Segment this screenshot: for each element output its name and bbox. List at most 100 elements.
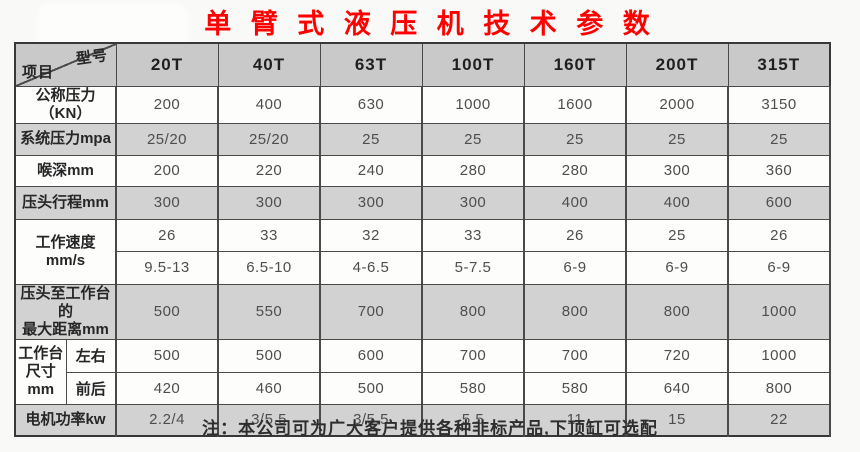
value-cell: 720 — [625, 338, 729, 373]
footnote: 注：本公司可为广大客户提供各种非标产品,下顶缸可选配 — [202, 419, 658, 438]
value-cell: 25 — [319, 122, 423, 156]
column-header: 40T — [217, 42, 321, 87]
value-cell: 500 — [115, 338, 219, 373]
row-label: 压头行程mm — [14, 185, 117, 220]
value-cell: 5-7.5 — [421, 250, 525, 285]
row-label-line: mm — [27, 380, 55, 398]
table-row: 压头行程mm 300 300 300 300 400 400 600 — [14, 185, 831, 220]
value-cell: 420 — [115, 371, 219, 405]
value-cell: 26 — [115, 218, 219, 252]
table-row: 工作速度 mm/s 26 33 32 33 26 25 26 — [14, 218, 831, 285]
table-header-row: 型号 项目 20T 40T 63T 100T 160T 200T 315T — [14, 42, 831, 87]
column-header: 200T — [625, 42, 729, 87]
row-label: 电机功率kw — [14, 403, 117, 437]
value-cell: 5.5 — [421, 403, 525, 437]
value-cell: 25/20 — [217, 122, 321, 156]
value-cell: 26 — [727, 218, 831, 252]
value-cell: 3150 — [727, 85, 831, 124]
row-label: 压头至工作台的 最大距离mm — [14, 283, 117, 340]
table-row: 工作台 尺寸 mm 左右 500 500 600 700 700 720 1000 — [14, 338, 831, 405]
value-cell: 550 — [217, 283, 321, 340]
value-cell: 1000 — [727, 283, 831, 340]
row-label: 公称压力（KN） — [14, 85, 117, 124]
value-cell: 6.5-10 — [217, 250, 321, 285]
value-cell: 1600 — [523, 85, 627, 124]
value-cell: 3/5.5 — [319, 403, 423, 437]
corner-label-model: 型号 — [75, 46, 110, 69]
value-cell: 15 — [625, 403, 729, 437]
row-label-line: 最大距离mm — [22, 320, 109, 338]
value-cell: 25 — [625, 122, 729, 156]
column-header: 20T — [115, 42, 219, 87]
value-cell: 400 — [217, 85, 321, 124]
row-sublabel: 前后 — [65, 371, 117, 405]
table-row: 9.5-13 6.5-10 4-6.5 5-7.5 6-9 6-9 6-9 — [15, 250, 831, 285]
table-row: 电机功率kw 2.2/4 3/5.5 3/5.5 5.5 11 15 22 — [14, 403, 831, 437]
row-label-line: mm/s — [45, 251, 86, 269]
value-cell: 360 — [727, 154, 831, 187]
column-header: 160T — [523, 42, 627, 87]
value-cell: 640 — [625, 371, 729, 405]
value-cell: 300 — [421, 185, 525, 220]
row-label-line: 系统压力mpa — [20, 130, 111, 147]
value-cell: 6-9 — [727, 250, 831, 285]
row-label-line: 工作台 — [18, 344, 64, 362]
value-cell: 400 — [523, 185, 627, 220]
value-cell: 26 — [523, 218, 627, 252]
value-cell: 6-9 — [523, 250, 627, 285]
value-cell: 22 — [727, 403, 831, 437]
value-cell: 1000 — [727, 338, 831, 373]
value-cell: 33 — [421, 218, 525, 252]
row-label-line: 压头至工作台的 — [20, 284, 111, 320]
row-label-line: 电机功率kw — [25, 410, 106, 428]
value-cell: 400 — [625, 185, 729, 220]
value-cell: 6-9 — [625, 250, 729, 285]
value-cell: 800 — [727, 371, 831, 405]
row-label-line: 公称压力（KN） — [35, 86, 96, 122]
row-label-line: 尺寸 — [25, 362, 56, 380]
value-cell: 2000 — [625, 85, 729, 124]
value-cell: 25 — [421, 122, 525, 156]
value-cell: 200 — [115, 85, 219, 124]
table-row: 公称压力（KN） 200 400 630 1000 1600 2000 3150 — [14, 85, 831, 124]
value-cell: 9.5-13 — [115, 250, 219, 285]
value-cell: 500 — [115, 283, 219, 340]
row-label-line: 喉深mm — [37, 161, 94, 179]
value-cell: 3/5.5 — [217, 403, 321, 437]
value-cell: 800 — [421, 283, 525, 340]
value-cell: 300 — [319, 185, 423, 220]
table-row: 压头至工作台的 最大距离mm 500 550 700 800 800 800 1000 — [14, 283, 831, 340]
table-row: 喉深mm 200 220 240 280 280 300 360 — [14, 154, 831, 187]
table-row: 系统压力mpa 25/20 25/20 25 25 25 25 25 — [14, 122, 831, 156]
value-cell: 32 — [319, 218, 423, 252]
value-cell: 280 — [523, 154, 627, 187]
page-title: 单 臂 式 液 压 机 技 术 参 数 — [204, 9, 656, 39]
value-cell: 600 — [319, 338, 423, 373]
row-sublabel: 左右 — [65, 338, 117, 373]
value-cell: 500 — [319, 371, 423, 405]
value-cell: 25 — [523, 122, 627, 156]
value-cell: 33 — [217, 218, 321, 252]
value-cell: 220 — [217, 154, 321, 187]
value-cell: 800 — [523, 283, 627, 340]
column-header: 315T — [727, 42, 831, 87]
value-cell: 2.2/4 — [115, 403, 219, 437]
corner-cell: 型号 项目 — [14, 42, 117, 87]
value-cell: 460 — [217, 371, 321, 405]
column-header: 63T — [319, 42, 423, 87]
value-cell: 25/20 — [115, 122, 219, 156]
corner-label-item: 项目 — [22, 63, 55, 81]
value-cell: 580 — [523, 371, 627, 405]
value-cell: 4-6.5 — [319, 250, 423, 285]
value-cell: 630 — [319, 85, 423, 124]
row-label: 喉深mm — [14, 154, 117, 187]
value-cell: 700 — [523, 338, 627, 373]
row-label: 工作台 尺寸 mm — [14, 338, 67, 405]
value-cell: 800 — [625, 283, 729, 340]
row-label: 工作速度 mm/s — [14, 218, 117, 285]
spec-table: 型号 项目 20T 40T 63T 100T 160T 200T 315T 公称压力（KN）… — [14, 42, 831, 437]
row-label: 系统压力mpa — [14, 122, 117, 156]
value-cell: 500 — [217, 338, 321, 373]
value-cell: 240 — [319, 154, 423, 187]
value-cell: 300 — [217, 185, 321, 220]
